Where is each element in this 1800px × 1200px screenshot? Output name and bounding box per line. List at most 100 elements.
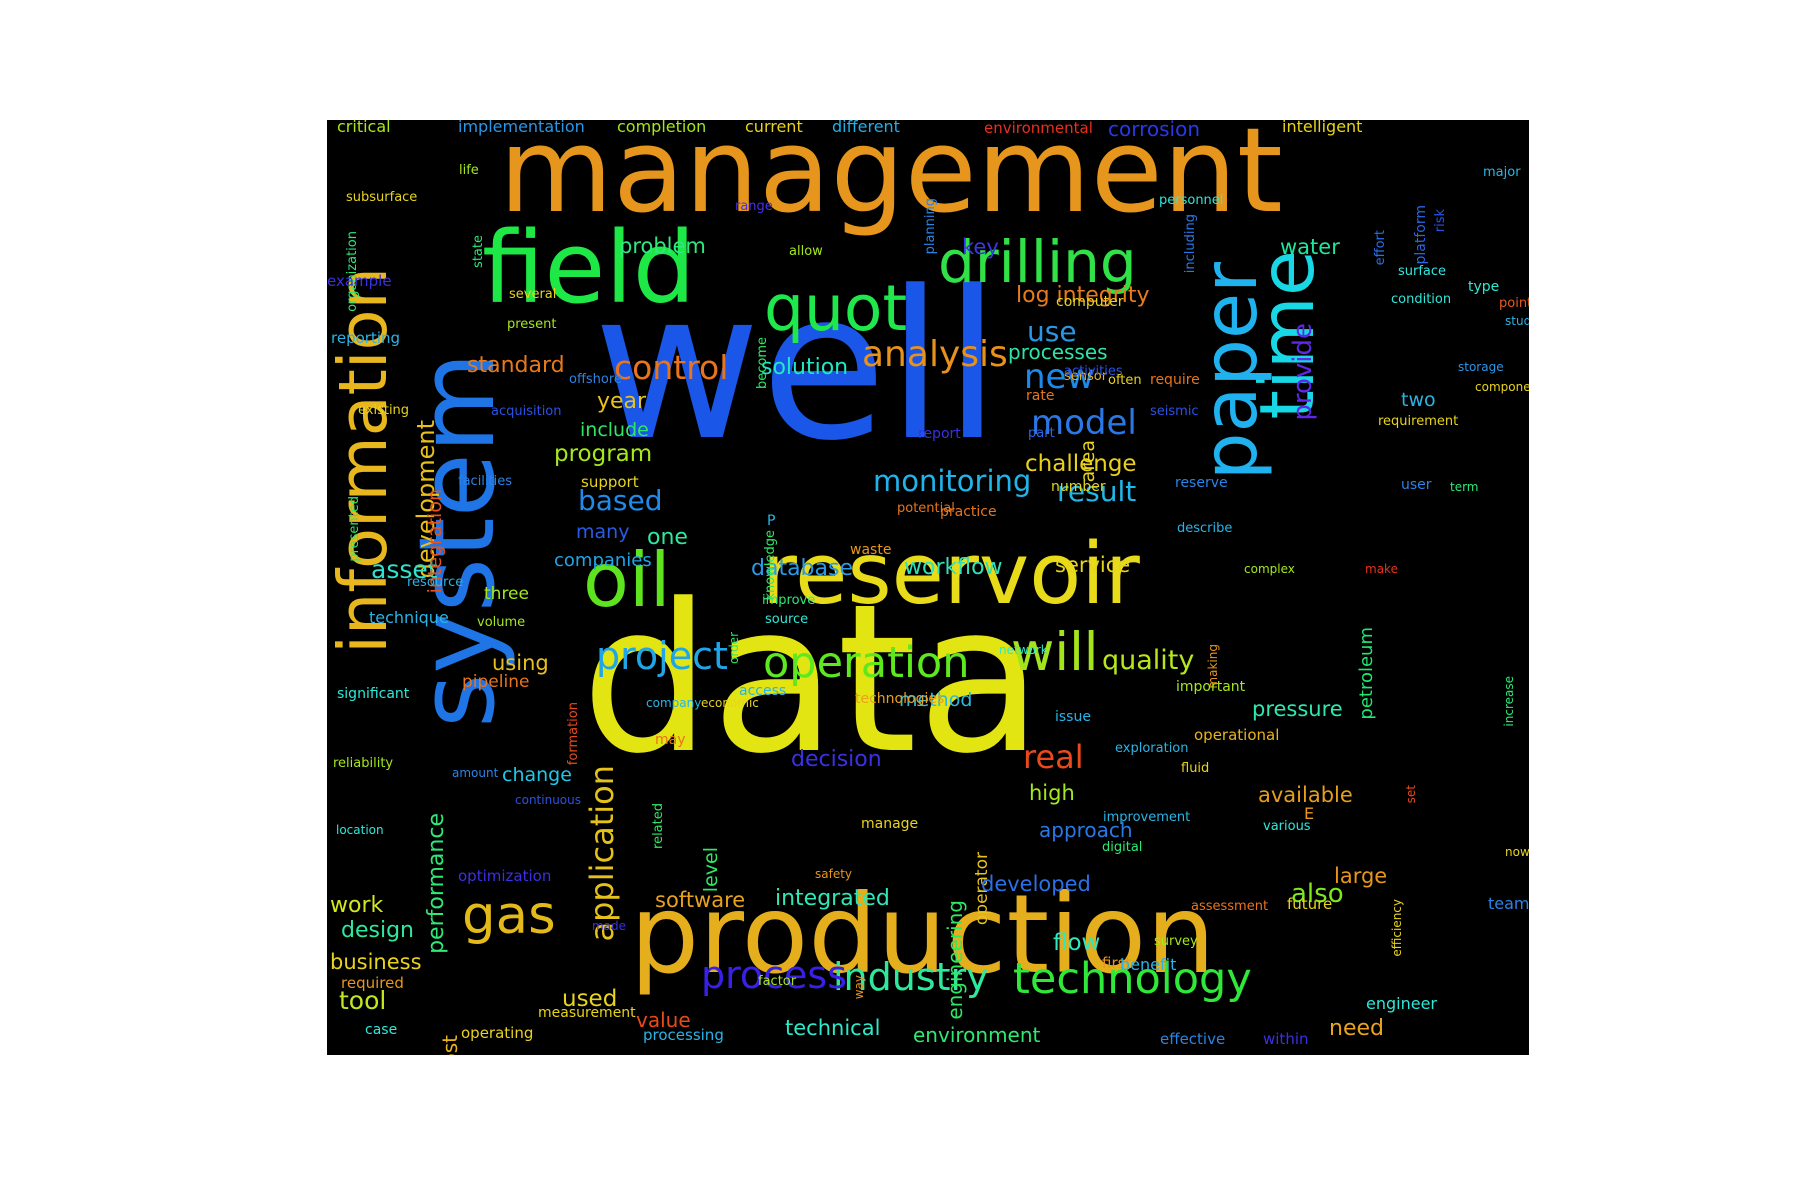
cloud-word: paper xyxy=(1186,262,1274,481)
cloud-word: way xyxy=(852,975,866,1000)
cloud-word: environmental xyxy=(984,120,1093,137)
cloud-word: process xyxy=(701,953,848,997)
cloud-word: volume xyxy=(477,615,526,630)
cloud-word: optimization xyxy=(458,867,552,885)
cloud-word: including xyxy=(1183,214,1198,274)
cloud-word: cost xyxy=(438,1035,462,1055)
cloud-word: using xyxy=(492,651,549,675)
cloud-word: waste xyxy=(850,542,892,558)
cloud-word: monitoring xyxy=(873,464,1032,498)
cloud-word: three xyxy=(484,584,529,604)
cloud-word: new xyxy=(1024,357,1095,397)
cloud-word: companies xyxy=(554,550,652,571)
cloud-word: flow xyxy=(1053,930,1101,956)
cloud-word: example xyxy=(327,272,392,290)
cloud-word: application xyxy=(583,765,621,942)
cloud-word: network xyxy=(999,643,1048,657)
cloud-word: P xyxy=(767,513,776,529)
cloud-word: result xyxy=(1057,475,1137,508)
cloud-word: improve xyxy=(762,593,816,608)
cloud-word: set xyxy=(1404,785,1418,804)
cloud-word: within xyxy=(1263,1030,1309,1048)
cloud-word: level xyxy=(700,847,722,893)
cloud-word: sensor xyxy=(1064,369,1108,384)
cloud-word: assessment xyxy=(1191,899,1269,914)
cloud-word: safety xyxy=(815,867,853,881)
cloud-word: model xyxy=(1031,403,1137,443)
cloud-word: report xyxy=(918,426,961,442)
cloud-word: performance xyxy=(424,813,449,954)
cloud-word: technical xyxy=(785,1016,881,1040)
cloud-word: key xyxy=(962,235,999,259)
cloud-word: pressure xyxy=(1252,697,1343,721)
cloud-word: production xyxy=(630,871,1216,998)
cloud-word: service xyxy=(1055,553,1131,577)
cloud-word: analysis xyxy=(862,334,1008,375)
cloud-word: corrosion xyxy=(1108,120,1201,141)
cloud-word: high xyxy=(1029,781,1075,805)
cloud-word: economic xyxy=(701,696,759,710)
cloud-word: processes xyxy=(1008,340,1108,364)
cloud-word: software xyxy=(655,888,746,912)
cloud-word: user xyxy=(1401,477,1432,493)
cloud-word: part xyxy=(1028,426,1055,441)
cloud-word: describe xyxy=(1177,521,1233,536)
cloud-word: range xyxy=(735,199,773,214)
cloud-word: formation xyxy=(566,702,581,766)
cloud-word: integrated xyxy=(775,886,890,911)
cloud-word: petroleum xyxy=(1356,627,1377,720)
cloud-word: reserve xyxy=(1175,475,1228,491)
cloud-word: method xyxy=(899,689,973,711)
cloud-word: knowledge xyxy=(763,530,778,601)
cloud-word: team xyxy=(1488,894,1529,913)
cloud-word: solution xyxy=(761,355,849,380)
cloud-word: implementation xyxy=(458,120,585,136)
word-cloud: well data management production system inform… xyxy=(327,120,1529,1055)
cloud-word: many xyxy=(576,521,630,543)
cloud-word: decision xyxy=(791,747,882,772)
cloud-word: effort xyxy=(1373,230,1388,266)
cloud-word: standard xyxy=(467,353,565,378)
cloud-word: order xyxy=(727,632,741,664)
cloud-word: facilities xyxy=(458,474,513,489)
cloud-word: acquisition xyxy=(491,404,562,419)
cloud-word: project xyxy=(596,634,728,678)
cloud-word: may xyxy=(655,732,686,748)
cloud-word: number xyxy=(1051,479,1106,495)
cloud-word: continuous xyxy=(515,793,581,807)
cloud-word: seismic xyxy=(1150,404,1199,419)
cloud-word: year xyxy=(597,389,647,414)
cloud-word: will xyxy=(1011,622,1099,683)
cloud-word: point xyxy=(1499,296,1529,311)
cloud-word: component xyxy=(1475,380,1529,394)
cloud-word: technologies xyxy=(855,691,945,707)
cloud-word: different xyxy=(832,120,900,136)
cloud-word: effective xyxy=(1160,1030,1226,1048)
cloud-word: information xyxy=(327,267,402,654)
cloud-word: computer xyxy=(1056,294,1124,310)
cloud-word: location xyxy=(336,823,384,837)
cloud-word: company xyxy=(646,696,702,710)
cloud-word: future xyxy=(1287,895,1333,913)
cloud-word: provide xyxy=(1288,323,1318,421)
cloud-word: complex xyxy=(1244,562,1295,576)
cloud-word: used xyxy=(562,986,618,1012)
cloud-word: technique xyxy=(369,608,449,627)
cloud-word: one xyxy=(647,525,688,550)
cloud-word: efficiency xyxy=(1390,899,1404,957)
cloud-word: benefit xyxy=(1120,955,1177,974)
cloud-word: tool xyxy=(339,986,387,1015)
cloud-word: risk xyxy=(1433,209,1448,233)
cloud-word: term xyxy=(1450,480,1479,494)
cloud-word: study xyxy=(1505,314,1529,328)
cloud-word: database xyxy=(751,556,853,581)
cloud-word: access xyxy=(739,683,787,699)
cloud-word: asset xyxy=(371,555,438,584)
cloud-word: area xyxy=(1077,440,1099,483)
cloud-word: large xyxy=(1334,864,1388,888)
cloud-word: type xyxy=(1468,279,1500,295)
cloud-word: manage xyxy=(861,816,919,832)
cloud-word: personnel xyxy=(1159,193,1224,208)
cloud-word: digital xyxy=(1102,840,1143,855)
cloud-word: resource xyxy=(407,575,464,590)
